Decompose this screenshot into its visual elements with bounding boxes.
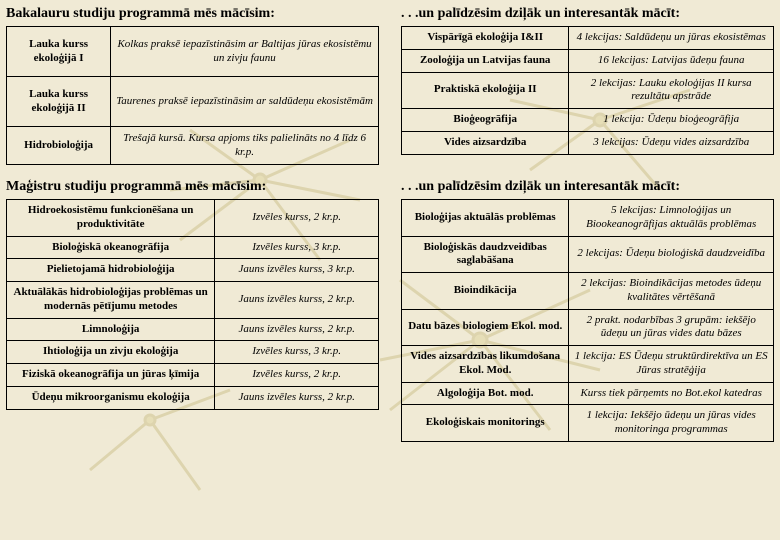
course-name: Lauka kurss ekoloģijā II <box>7 77 111 127</box>
bakalaur-right-heading: . . .un palīdzēsim dziļāk un interesantā… <box>401 4 774 26</box>
table-row: Datu bāzes biologiem Ekol. mod.2 prakt. … <box>402 309 774 346</box>
magistr-right-table: Bioloģijas aktuālās problēmas5 lekcijas:… <box>401 199 774 442</box>
subject-name: Bioloģiskās daudzveidības saglabāšana <box>402 236 569 273</box>
course-desc: Jauns izvēles kurss, 2 kr.p. <box>215 386 379 409</box>
subject-name: Datu bāzes biologiem Ekol. mod. <box>402 309 569 346</box>
table-row: Bioloģiskās daudzveidības saglabāšana2 l… <box>402 236 774 273</box>
subject-desc: 1 lekcija: ES Ūdeņu struktūrdirektīva un… <box>569 346 774 383</box>
subject-desc: 5 lekcijas: Limnoloģijas un Biookeanogrā… <box>569 200 774 237</box>
table-row: Ūdeņu mikroorganismu ekoloģijaJauns izvē… <box>7 386 379 409</box>
subject-desc: 1 lekcija: Ūdeņu bioģeogrāfija <box>569 109 774 132</box>
table-row: Aktuālākās hidrobioloģijas problēmas un … <box>7 282 379 319</box>
subject-name: Ekoloģiskais monitorings <box>402 405 569 442</box>
course-name: Aktuālākās hidrobioloģijas problēmas un … <box>7 282 215 319</box>
table-row: Algoloģija Bot. mod.Kurss tiek pārņemts … <box>402 382 774 405</box>
subject-desc: 3 lekcijas: Ūdeņu vides aizsardzība <box>569 131 774 154</box>
course-name: Ihtioloģija un zivju ekoloģija <box>7 341 215 364</box>
magistr-tables: Hidroekosistēmu funkcionēšana un produkt… <box>6 199 774 442</box>
magistr-headings: Maģistru studiju programmā mēs mācīsim: … <box>6 177 774 199</box>
course-desc: Jauns izvēles kurss, 2 kr.p. <box>215 282 379 319</box>
table-row: Ihtioloģija un zivju ekoloģijaIzvēles ku… <box>7 341 379 364</box>
table-row: Ekoloģiskais monitorings1 lekcija: Iekšē… <box>402 405 774 442</box>
subject-desc: 2 lekcijas: Bioindikācijas metodes ūdeņu… <box>569 273 774 310</box>
magistr-left-table: Hidroekosistēmu funkcionēšana un produkt… <box>6 199 379 410</box>
subject-name: Vispārīgā ekoloģija I&II <box>402 27 569 50</box>
magistr-left-heading: Maģistru studiju programmā mēs mācīsim: <box>6 177 379 199</box>
subject-name: Zooloģija un Latvijas fauna <box>402 49 569 72</box>
table-row: Praktiskā ekoloģija II 2 lekcijas: Lauku… <box>402 72 774 109</box>
course-name: Hidroekosistēmu funkcionēšana un produkt… <box>7 200 215 237</box>
course-name: Pielietojamā hidrobioloģija <box>7 259 215 282</box>
course-desc: Izvēles kurss, 2 kr.p. <box>215 200 379 237</box>
subject-name: Vides aizsardzība <box>402 131 569 154</box>
subject-name: Bioģeogrāfija <box>402 109 569 132</box>
subject-desc: 2 prakt. nodarbības 3 grupām: iekšējo ūd… <box>569 309 774 346</box>
course-name: Hidrobioloģija <box>7 127 111 165</box>
subject-desc: 2 lekcijas: Lauku ekoloģijas II kursa re… <box>569 72 774 109</box>
table-row: Vides aizsardzības likumdošana Ekol. Mod… <box>402 346 774 383</box>
subject-name: Bioloģijas aktuālās problēmas <box>402 200 569 237</box>
course-name: Limnoloģija <box>7 318 215 341</box>
subject-name: Praktiskā ekoloģija II <box>402 72 569 109</box>
course-desc: Kolkas praksē iepazīstināsim ar Baltijas… <box>111 27 379 77</box>
subject-desc: 16 lekcijas: Latvijas ūdeņu fauna <box>569 49 774 72</box>
course-name: Fiziskā okeanogrāfija un jūras ķīmija <box>7 364 215 387</box>
subject-desc: 2 lekcijas: Ūdeņu bioloģiskā daudzveidīb… <box>569 236 774 273</box>
subject-name: Vides aizsardzības likumdošana Ekol. Mod… <box>402 346 569 383</box>
table-row: Hidroekosistēmu funkcionēšana un produkt… <box>7 200 379 237</box>
table-row: Bioloģijas aktuālās problēmas5 lekcijas:… <box>402 200 774 237</box>
table-row: Bioindikācija2 lekcijas: Bioindikācijas … <box>402 273 774 310</box>
table-row: Bioloģiskā okeanogrāfijaIzvēles kurss, 3… <box>7 236 379 259</box>
bakalaur-left-table: Lauka kurss ekoloģijā I Kolkas praksē ie… <box>6 26 379 165</box>
table-row: LimnoloģijaJauns izvēles kurss, 2 kr.p. <box>7 318 379 341</box>
table-row: Bioģeogrāfija 1 lekcija: Ūdeņu bioģeogrā… <box>402 109 774 132</box>
subject-desc: 1 lekcija: Iekšējo ūdeņu un jūras vides … <box>569 405 774 442</box>
table-row: Vides aizsardzība 3 lekcijas: Ūdeņu vide… <box>402 131 774 154</box>
course-desc: Izvēles kurss, 2 kr.p. <box>215 364 379 387</box>
page-content: Bakalauru studiju programmā mēs mācīsim:… <box>0 0 780 446</box>
table-row: Hidrobioloģija Trešajā kursā. Kursa apjo… <box>7 127 379 165</box>
table-row: Vispārīgā ekoloģija I&II 4 lekcijas: Sal… <box>402 27 774 50</box>
course-desc: Trešajā kursā. Kursa apjoms tiks palieli… <box>111 127 379 165</box>
course-desc: Izvēles kurss, 3 kr.p. <box>215 341 379 364</box>
table-row: Lauka kurss ekoloģijā II Taurenes praksē… <box>7 77 379 127</box>
bakalaur-right-table: Vispārīgā ekoloģija I&II 4 lekcijas: Sal… <box>401 26 774 155</box>
subject-desc: 4 lekcijas: Saldūdeņu un jūras ekosistēm… <box>569 27 774 50</box>
course-name: Lauka kurss ekoloģijā I <box>7 27 111 77</box>
course-name: Bioloģiskā okeanogrāfija <box>7 236 215 259</box>
table-row: Fiziskā okeanogrāfija un jūras ķīmijaIzv… <box>7 364 379 387</box>
bakalaur-headings: Bakalauru studiju programmā mēs mācīsim:… <box>6 4 774 26</box>
course-desc: Taurenes praksē iepazīstināsim ar saldūd… <box>111 77 379 127</box>
bakalaur-tables: Lauka kurss ekoloģijā I Kolkas praksē ie… <box>6 26 774 165</box>
table-row: Pielietojamā hidrobioloģijaJauns izvēles… <box>7 259 379 282</box>
magistr-right-heading: . . .un palīdzēsim dziļāk un interesantā… <box>401 177 774 199</box>
subject-name: Bioindikācija <box>402 273 569 310</box>
subject-desc: Kurss tiek pārņemts no Bot.ekol katedras <box>569 382 774 405</box>
table-row: Zooloģija un Latvijas fauna 16 lekcijas:… <box>402 49 774 72</box>
course-desc: Jauns izvēles kurss, 3 kr.p. <box>215 259 379 282</box>
table-row: Lauka kurss ekoloģijā I Kolkas praksē ie… <box>7 27 379 77</box>
course-name: Ūdeņu mikroorganismu ekoloģija <box>7 386 215 409</box>
course-desc: Jauns izvēles kurss, 2 kr.p. <box>215 318 379 341</box>
bakalaur-left-heading: Bakalauru studiju programmā mēs mācīsim: <box>6 4 379 26</box>
course-desc: Izvēles kurss, 3 kr.p. <box>215 236 379 259</box>
subject-name: Algoloģija Bot. mod. <box>402 382 569 405</box>
